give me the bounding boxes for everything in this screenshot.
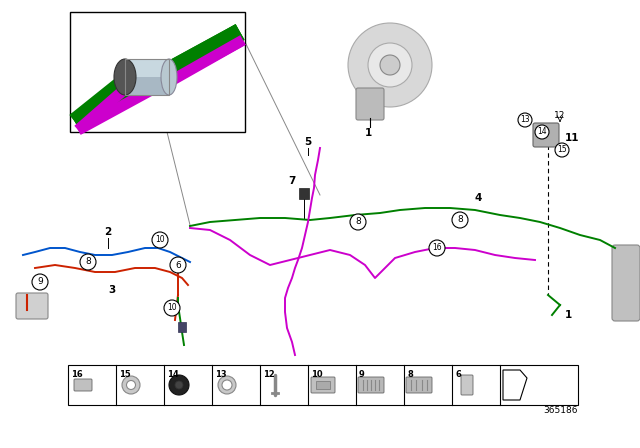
FancyBboxPatch shape xyxy=(311,377,335,393)
Text: 8: 8 xyxy=(85,258,91,267)
FancyBboxPatch shape xyxy=(406,377,432,393)
FancyBboxPatch shape xyxy=(461,375,473,395)
Circle shape xyxy=(127,380,136,389)
Text: 5: 5 xyxy=(305,137,312,147)
Text: 6: 6 xyxy=(455,370,461,379)
Text: 8: 8 xyxy=(457,215,463,224)
Text: 10: 10 xyxy=(311,370,323,379)
Circle shape xyxy=(429,240,445,256)
Circle shape xyxy=(218,376,236,394)
Text: 14: 14 xyxy=(537,128,547,137)
FancyBboxPatch shape xyxy=(612,245,640,321)
Ellipse shape xyxy=(161,59,177,95)
Bar xyxy=(316,381,330,389)
Circle shape xyxy=(452,212,468,228)
Text: 13: 13 xyxy=(520,116,530,125)
Circle shape xyxy=(535,125,549,139)
Text: 1: 1 xyxy=(564,310,572,320)
Text: 4: 4 xyxy=(474,193,482,203)
Text: 11: 11 xyxy=(564,133,579,143)
Circle shape xyxy=(350,214,366,230)
Text: 1: 1 xyxy=(364,128,372,138)
Bar xyxy=(68,365,578,405)
Text: 9: 9 xyxy=(359,370,365,379)
Text: 16: 16 xyxy=(71,370,83,379)
FancyBboxPatch shape xyxy=(16,293,48,319)
Circle shape xyxy=(169,375,189,395)
Text: 16: 16 xyxy=(432,244,442,253)
Circle shape xyxy=(222,380,232,390)
Text: 14: 14 xyxy=(167,370,179,379)
Circle shape xyxy=(518,113,532,127)
Circle shape xyxy=(380,55,400,75)
FancyBboxPatch shape xyxy=(125,59,169,95)
Text: 10: 10 xyxy=(155,236,165,245)
Circle shape xyxy=(348,23,432,107)
Text: 8: 8 xyxy=(407,370,413,379)
Circle shape xyxy=(170,257,186,273)
Text: 13: 13 xyxy=(215,370,227,379)
Circle shape xyxy=(164,300,180,316)
Circle shape xyxy=(122,376,140,394)
Bar xyxy=(299,188,309,199)
Circle shape xyxy=(80,254,96,270)
FancyBboxPatch shape xyxy=(125,59,169,77)
Circle shape xyxy=(555,143,569,157)
Text: 7: 7 xyxy=(288,176,296,186)
FancyBboxPatch shape xyxy=(74,379,92,391)
Polygon shape xyxy=(503,370,527,400)
Text: 15: 15 xyxy=(557,146,567,155)
Circle shape xyxy=(32,274,48,290)
Circle shape xyxy=(175,381,183,389)
FancyBboxPatch shape xyxy=(356,88,384,120)
Text: 3: 3 xyxy=(108,285,116,295)
Text: 8: 8 xyxy=(355,217,361,227)
Text: 2: 2 xyxy=(104,227,111,237)
Circle shape xyxy=(152,232,168,248)
Text: 9: 9 xyxy=(37,277,43,287)
Text: 365186: 365186 xyxy=(543,406,578,415)
Text: 6: 6 xyxy=(175,260,181,270)
Bar xyxy=(178,322,186,332)
Bar xyxy=(70,12,245,132)
Text: 15: 15 xyxy=(119,370,131,379)
Text: 12: 12 xyxy=(263,370,275,379)
Circle shape xyxy=(368,43,412,87)
Ellipse shape xyxy=(114,59,136,95)
FancyBboxPatch shape xyxy=(533,123,559,147)
FancyBboxPatch shape xyxy=(358,377,384,393)
Text: 10: 10 xyxy=(167,303,177,313)
Text: 12: 12 xyxy=(554,111,566,120)
